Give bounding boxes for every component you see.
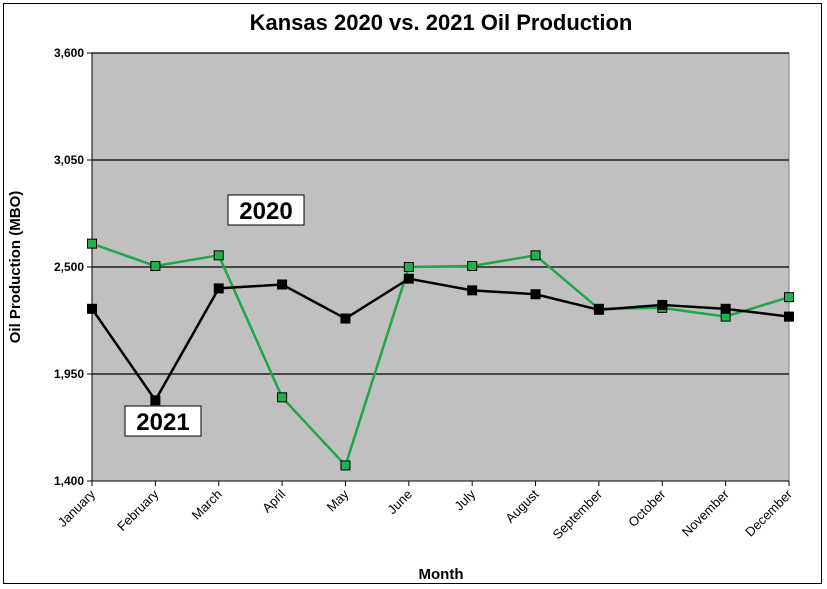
data-point-2020 bbox=[530, 250, 541, 261]
data-point-2020 bbox=[467, 261, 478, 272]
chart-title: Kansas 2020 vs. 2021 Oil Production bbox=[250, 10, 633, 35]
x-tick-label: April bbox=[259, 486, 288, 515]
callout-label: 2020 bbox=[239, 198, 292, 225]
data-point-2021 bbox=[403, 273, 414, 284]
x-axis-ticks: January February March April May June July Augu… bbox=[55, 481, 796, 542]
data-point-2020 bbox=[150, 261, 161, 272]
x-tick-label: December bbox=[742, 486, 795, 539]
y-tick-label: 3,600 bbox=[54, 46, 84, 60]
x-tick-label: July bbox=[451, 486, 478, 513]
x-tick-label: March bbox=[189, 487, 225, 523]
data-point-2021 bbox=[277, 279, 288, 290]
data-point-2021 bbox=[150, 395, 161, 406]
data-point-2021 bbox=[593, 304, 604, 315]
data-point-2020 bbox=[340, 460, 351, 471]
data-point-2020 bbox=[277, 392, 288, 403]
data-point-2021 bbox=[340, 313, 351, 324]
series-2020 bbox=[87, 238, 794, 471]
callout-2021: 2021 bbox=[124, 405, 202, 437]
series-2021 bbox=[87, 273, 794, 406]
series-line-2021 bbox=[90, 277, 790, 402]
data-point-2020 bbox=[784, 292, 794, 303]
chart-frame: Kansas 2020 vs. 2021 Oil Production 1,40… bbox=[3, 3, 822, 584]
data-point-2020 bbox=[87, 238, 97, 249]
x-tick-label: August bbox=[502, 486, 541, 525]
callouts: 2020 2021 bbox=[124, 194, 305, 437]
callout-box bbox=[227, 194, 305, 226]
y-tick-label: 1,950 bbox=[54, 367, 84, 381]
callout-label: 2021 bbox=[136, 409, 189, 436]
data-point-2021 bbox=[657, 299, 668, 310]
callout-2020: 2020 bbox=[227, 194, 305, 226]
data-point-2021 bbox=[530, 289, 541, 300]
x-axis-title: Month bbox=[419, 566, 464, 583]
x-tick-label: January bbox=[55, 486, 99, 530]
oil-production-chart: Kansas 2020 vs. 2021 Oil Production 1,40… bbox=[7, 10, 796, 583]
data-point-2021 bbox=[467, 285, 478, 296]
x-tick-label: September bbox=[549, 486, 605, 542]
data-point-2021 bbox=[720, 303, 731, 314]
series-layer bbox=[87, 238, 794, 471]
data-point-2021 bbox=[784, 311, 794, 322]
x-tick-label: November bbox=[679, 486, 732, 539]
x-tick-label: October bbox=[625, 486, 669, 530]
data-point-2021 bbox=[213, 283, 224, 294]
x-tick-label: May bbox=[324, 486, 352, 514]
data-point-2021 bbox=[87, 303, 97, 314]
y-axis-title: Oil Production (MBO) bbox=[7, 191, 24, 343]
y-tick-label: 2,500 bbox=[54, 260, 84, 274]
y-axis-ticks: 1,400 1,950 2,500 3,050 3,600 bbox=[54, 46, 789, 488]
data-point-2020 bbox=[403, 262, 414, 272]
x-tick-label: February bbox=[114, 486, 162, 534]
data-point-2020 bbox=[213, 250, 224, 261]
series-line-2020 bbox=[91, 242, 790, 467]
y-tick-label: 3,050 bbox=[54, 153, 84, 167]
callout-box bbox=[124, 405, 202, 437]
x-tick-label: June bbox=[384, 487, 415, 518]
y-tick-label: 1,400 bbox=[54, 474, 84, 488]
